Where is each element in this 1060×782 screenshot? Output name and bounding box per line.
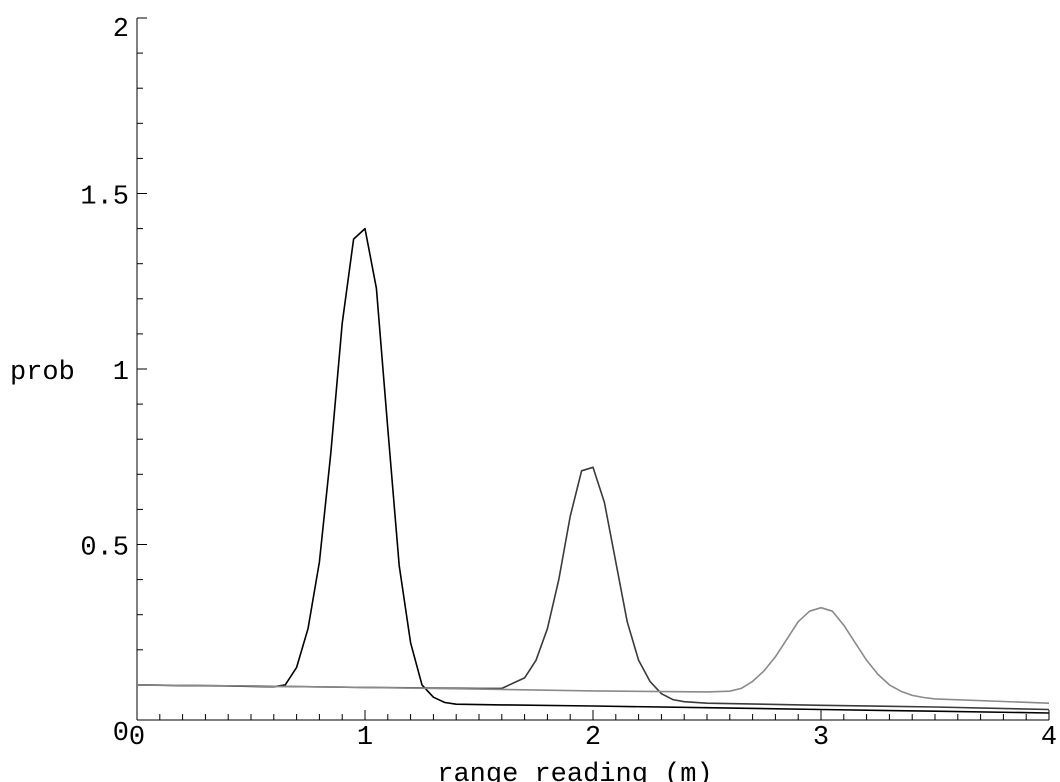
y-tick-label: 1.5: [80, 183, 129, 213]
x-tick-label: 2: [585, 723, 601, 753]
series-line-3: [136, 606, 1050, 704]
y-tick-label: 1: [113, 358, 129, 388]
y-tick-label: 2: [113, 15, 129, 45]
x-axis-title: range reading (m): [437, 760, 712, 782]
x-tick-label: 0: [129, 723, 145, 753]
x-tick-label: 3: [813, 723, 829, 753]
axes: [136, 18, 1049, 721]
series-line-1: [136, 227, 1050, 714]
ticks: 0 1 2 3 4 0 0.5 1 1.5 2: [80, 15, 1057, 753]
series-line-2: [136, 466, 1050, 711]
y-axis-title: prob: [10, 358, 75, 388]
x-tick-label: 4: [1041, 723, 1057, 753]
series-group: [136, 227, 1050, 714]
y-tick-label: 0: [113, 719, 129, 749]
x-tick-label: 1: [357, 723, 373, 753]
y-tick-label: 0.5: [80, 534, 129, 564]
